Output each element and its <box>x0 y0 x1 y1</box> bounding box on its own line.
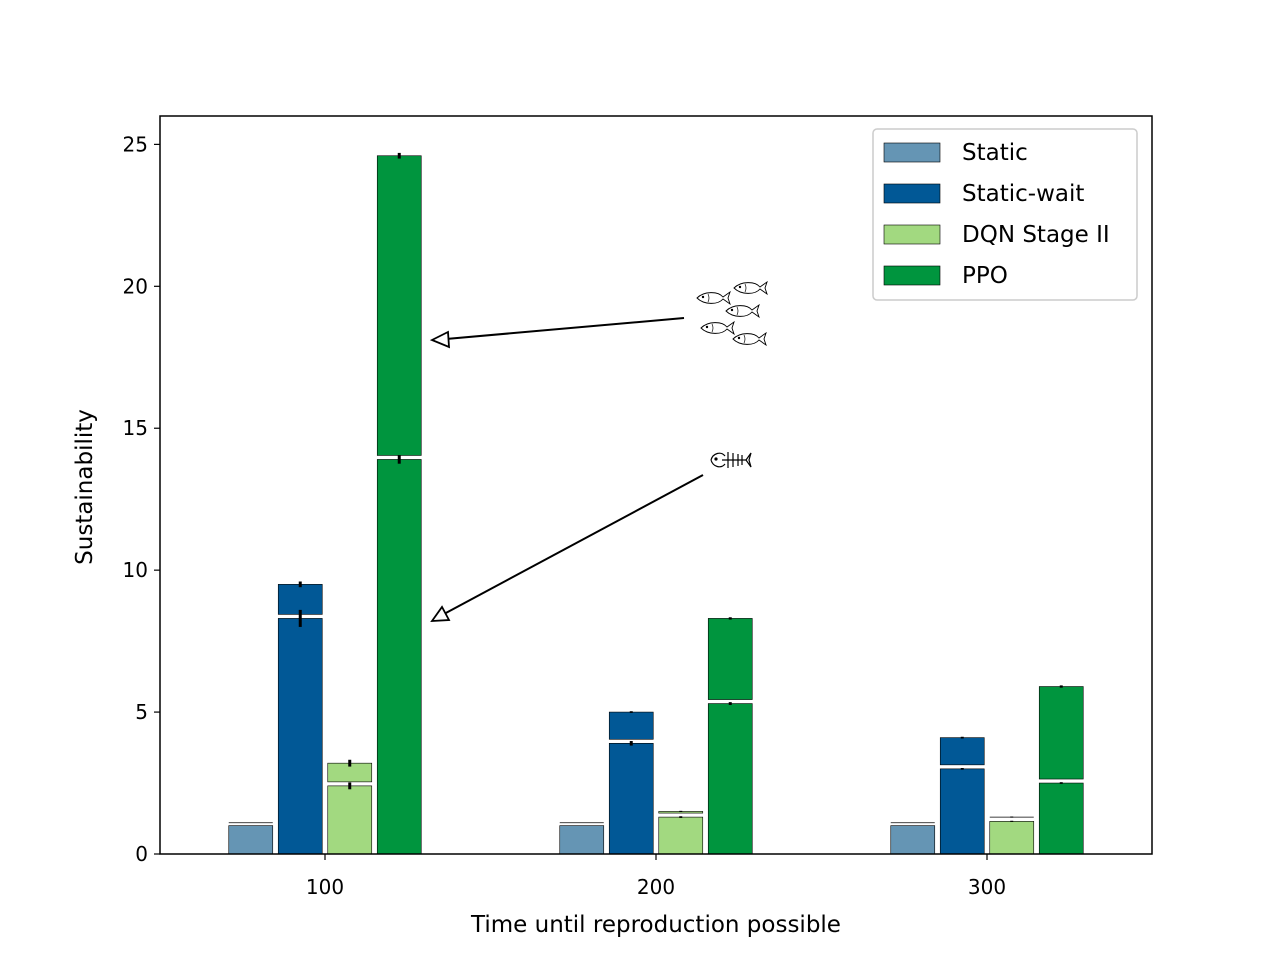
bar-dqn-stage-ii-200-lower <box>658 816 704 855</box>
bar-static-wait-300-upper <box>939 737 985 766</box>
y-tick-label-20: 20 <box>123 274 148 298</box>
x-tick-label-100: 100 <box>306 875 344 899</box>
bar-static-wait-200-lower <box>608 742 654 855</box>
legend-label-static-wait: Static-wait <box>962 181 1084 207</box>
error-bars-layer <box>298 152 1063 822</box>
x-tick-label-300: 300 <box>968 875 1006 899</box>
legend-swatch-dqn-stage-ii <box>883 224 941 245</box>
bar-static-wait-300-lower <box>939 768 985 855</box>
bar-ppo-100-lower <box>376 459 422 855</box>
bar-static-wait-200-upper <box>608 711 654 740</box>
bar-ppo-300-lower <box>1038 782 1084 855</box>
x-axis-label: Time until reproduction possible <box>470 912 841 938</box>
bar-ppo-200-upper <box>707 618 753 700</box>
bar-static-wait-100-lower <box>277 618 323 855</box>
legend-swatch-static <box>883 142 941 163</box>
bar-ppo-300-upper <box>1038 686 1084 780</box>
bars-layer <box>228 155 1084 855</box>
x-tick-label-200: 200 <box>637 875 675 899</box>
y-tick-label-0: 0 <box>135 842 148 866</box>
annotation-arrow-fish-school <box>429 317 685 349</box>
annotation-arrow-fish-bone <box>430 474 704 623</box>
y-tick-label-15: 15 <box>123 416 148 440</box>
bar-dqn-stage-ii-300-lower <box>989 821 1035 855</box>
bar-static-300-lower <box>890 825 936 855</box>
legend-label-dqn-stage-ii: DQN Stage II <box>962 222 1110 248</box>
fish-bone-icon <box>710 452 752 468</box>
y-tick-label-10: 10 <box>123 558 148 582</box>
x-axis: 100 200 300 <box>306 854 1006 899</box>
legend-frame <box>872 128 1138 301</box>
fish-school-icon <box>696 281 768 346</box>
bar-static-100-lower <box>228 825 274 855</box>
y-tick-label-5: 5 <box>135 700 148 724</box>
bar-ppo-100-upper <box>376 155 422 456</box>
legend-swatch-static-wait <box>883 183 941 204</box>
bar-ppo-200-lower <box>707 703 753 855</box>
legend-label-static: Static <box>962 140 1028 166</box>
bar-dqn-stage-ii-100-lower <box>327 785 373 855</box>
bar-static-200-lower <box>559 825 605 855</box>
legend-label-ppo: PPO <box>962 263 1008 289</box>
legend-swatch-ppo <box>883 265 941 286</box>
y-axis: 0 5 10 15 20 25 <box>123 132 160 866</box>
legend: Static Static-wait DQN Stage II PPO <box>872 128 1138 301</box>
y-axis-label: Sustainability <box>72 409 98 565</box>
y-tick-label-25: 25 <box>123 132 148 156</box>
